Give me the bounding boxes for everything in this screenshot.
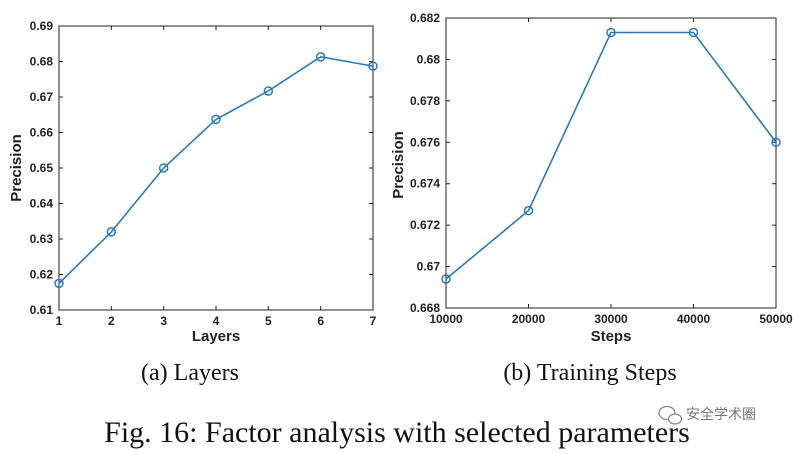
- x-tick-label: 10000: [429, 312, 463, 326]
- wechat-icon: [658, 405, 683, 425]
- x-tick-label: 3: [160, 314, 167, 328]
- data-point: [523, 205, 534, 216]
- chart-a-x-axis-label: Layers: [192, 328, 240, 345]
- watermark: 安全学术圈: [658, 405, 756, 425]
- chart-b-x-tick-labels: 10000 20000 30000 40000 50000: [429, 312, 793, 326]
- x-tick-label: 40000: [677, 312, 711, 326]
- chart-a-y-axis-label: Precision: [8, 134, 25, 202]
- y-tick-label: 0.66: [30, 126, 54, 140]
- y-tick-label: 0.64: [30, 197, 54, 211]
- x-tick-label: 50000: [759, 312, 793, 326]
- x-tick-label: 6: [317, 314, 324, 328]
- data-point: [688, 27, 699, 38]
- chart-b-frame: [445, 17, 777, 309]
- chart-b-x-axis-label: Steps: [591, 328, 632, 345]
- chart-b: 0.668 0.67 0.672 0.674 0.676 0.678 0.68 0.682 1…: [390, 11, 793, 386]
- data-point: [441, 274, 451, 284]
- figure-caption: Fig. 16: Factor analysis with selected p…: [104, 416, 690, 449]
- x-tick-label: 2: [108, 314, 115, 328]
- y-tick-label: 0.61: [30, 303, 54, 317]
- data-point: [368, 61, 378, 71]
- data-point: [54, 278, 64, 289]
- y-tick-label: 0.68: [417, 52, 441, 66]
- data-point: [211, 114, 221, 125]
- chart-a-points: [54, 52, 378, 289]
- chart-b-points: [441, 27, 781, 284]
- chart-a-ticks: [58, 25, 374, 311]
- data-point: [106, 227, 117, 237]
- x-tick-label: 20000: [512, 312, 546, 326]
- y-tick-label: 0.68: [30, 55, 54, 69]
- y-tick-label: 0.678: [410, 94, 440, 108]
- y-tick-label: 0.63: [30, 232, 54, 246]
- chart-b-y-tick-labels: 0.668 0.67 0.672 0.674 0.676 0.678 0.68 0.682: [410, 11, 440, 315]
- chart-a-x-tick-labels: 1 2 3 4 5 6 7: [56, 314, 377, 328]
- y-tick-label: 0.67: [30, 90, 54, 104]
- data-point: [263, 86, 274, 96]
- x-tick-label: 30000: [594, 312, 628, 326]
- chart-b-series-line: [445, 31, 777, 280]
- chart-a-caption: (a) Layers: [141, 360, 239, 386]
- chart-b-ticks: [445, 17, 777, 309]
- chart-a-y-tick-labels: 0.61 0.62 0.63 0.64 0.65 0.66 0.67 0.68 0.69: [30, 19, 54, 317]
- y-tick-label: 0.674: [410, 177, 440, 191]
- watermark-text: 安全学术圈: [686, 406, 756, 423]
- chart-b-caption: (b) Training Steps: [503, 360, 676, 386]
- y-tick-label: 0.67: [417, 260, 441, 274]
- y-tick-label: 0.682: [410, 11, 440, 25]
- x-tick-label: 7: [370, 314, 377, 328]
- x-tick-label: 5: [265, 314, 272, 328]
- x-tick-label: 4: [213, 314, 220, 328]
- x-tick-label: 1: [56, 314, 63, 328]
- data-point: [606, 27, 616, 38]
- chart-a-series-line: [58, 56, 374, 284]
- y-tick-label: 0.672: [410, 218, 440, 232]
- y-tick-label: 0.62: [30, 268, 54, 282]
- chart-a-frame: [58, 25, 374, 311]
- data-point: [771, 137, 781, 148]
- chart-a: 0.61 0.62 0.63 0.64 0.65 0.66 0.67 0.68 0.69 1 2 3…: [8, 19, 378, 386]
- data-point: [315, 52, 326, 62]
- y-tick-label: 0.69: [30, 19, 54, 33]
- y-tick-label: 0.65: [30, 161, 54, 175]
- y-tick-label: 0.676: [410, 135, 440, 149]
- chart-b-y-axis-label: Precision: [390, 131, 407, 199]
- y-tick-label: 0.668: [410, 301, 440, 315]
- data-point: [158, 163, 169, 173]
